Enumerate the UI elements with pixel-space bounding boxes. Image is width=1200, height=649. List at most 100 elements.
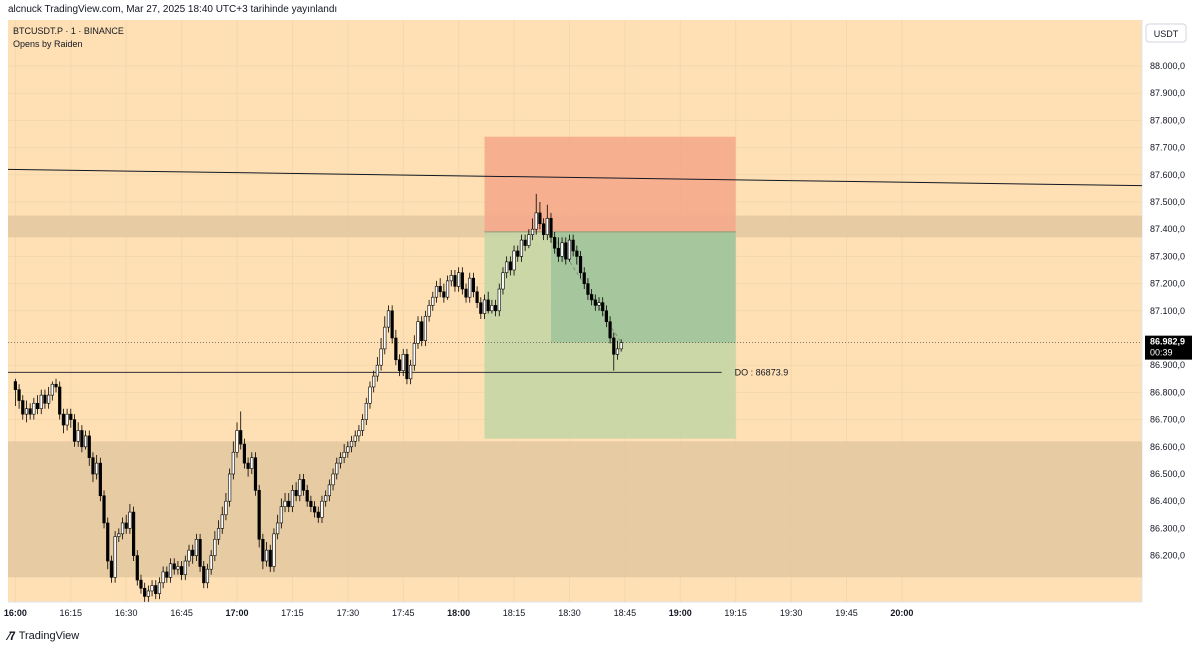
- bear-candle: [549, 212, 553, 243]
- tradingview-logo-icon: ⁄7: [8, 629, 16, 643]
- candle-body: [80, 430, 84, 448]
- candle-body: [43, 394, 47, 404]
- candle-body: [283, 500, 287, 507]
- bear-candle: [438, 278, 442, 298]
- bull-candle: [372, 370, 376, 393]
- price-tick-label: 87.700,0: [1150, 143, 1185, 153]
- bull-candle: [368, 381, 372, 409]
- bull-candle: [183, 555, 187, 581]
- bear-candle: [87, 430, 91, 466]
- candle-body: [342, 451, 346, 458]
- bull-candle: [150, 580, 154, 597]
- candle-body: [287, 500, 291, 507]
- bull-candle: [497, 283, 501, 317]
- price-tick-label: 86.300,0: [1150, 523, 1185, 533]
- bull-candle: [264, 542, 269, 567]
- candle-body: [309, 500, 313, 507]
- candle-body: [383, 326, 387, 350]
- bear-candle: [608, 316, 612, 344]
- candle-body: [416, 321, 420, 344]
- legend-indicator[interactable]: Opens by Raiden: [13, 39, 83, 49]
- candle-body: [361, 419, 365, 431]
- candle-body: [305, 490, 309, 502]
- bull-candle: [383, 316, 387, 355]
- bear-candle: [460, 267, 464, 295]
- price-tick-label: 87.100,0: [1150, 306, 1185, 316]
- candle-body: [578, 256, 583, 274]
- bull-candle: [423, 310, 427, 347]
- candle-body: [582, 272, 586, 284]
- candle-body: [268, 549, 272, 567]
- bull-candle: [445, 275, 450, 300]
- bull-candle: [619, 339, 623, 352]
- time-tick-label: 16:45: [170, 608, 193, 618]
- price-axis-background: [1142, 20, 1200, 602]
- bear-candle: [191, 544, 195, 564]
- candle-body: [364, 402, 368, 420]
- bear-candle: [180, 561, 184, 581]
- candle-body: [427, 305, 431, 317]
- bull-candle: [519, 234, 524, 262]
- bear-candle: [578, 250, 583, 279]
- candle-body: [157, 582, 162, 594]
- bull-candle: [401, 348, 405, 377]
- candle-body: [69, 413, 73, 420]
- bull-candle: [224, 493, 228, 521]
- bull-candle: [117, 528, 121, 542]
- bear-candle: [109, 555, 114, 583]
- candle-body: [191, 549, 195, 556]
- bear-candle: [124, 514, 128, 534]
- bear-candle: [198, 533, 202, 572]
- candle-body: [54, 383, 58, 388]
- price-tick-label: 86.600,0: [1150, 442, 1185, 452]
- candle-body: [113, 536, 117, 578]
- candle-body: [109, 560, 114, 578]
- candle-body: [294, 490, 298, 497]
- bull-candle: [482, 294, 487, 319]
- bull-candle: [379, 338, 383, 371]
- legend-symbol[interactable]: BTCUSDT.P · 1 · BINANCE: [13, 26, 124, 36]
- candle-body: [120, 522, 125, 535]
- short-position-tool[interactable]: [484, 136, 736, 439]
- trend-line: [7, 168, 1143, 187]
- bull-candle: [490, 299, 494, 314]
- candle-body: [486, 299, 490, 312]
- candle-body: [298, 479, 302, 497]
- price-axis[interactable]: 88.000,0 87.900,0 87.800,0 87.700,0 87.600,0…: [1145, 61, 1192, 561]
- candle-body: [542, 223, 546, 235]
- currency-button[interactable]: USDT: [1145, 23, 1187, 43]
- time-axis[interactable]: 16:00 16:15 16:30 16:45 17:00 17:15 17:30 17:45…: [4, 608, 914, 618]
- bull-candle: [338, 452, 343, 469]
- stop-loss-zone: [484, 136, 736, 232]
- bull-candle: [39, 389, 43, 415]
- candle-body: [28, 408, 32, 415]
- bull-candle: [342, 444, 346, 464]
- candle-body: [372, 375, 376, 388]
- bull-candle: [120, 517, 125, 540]
- candle-body: [501, 272, 505, 290]
- bull-candle: [416, 316, 420, 349]
- bull-candle: [412, 335, 416, 371]
- publish-header: alcnuck TradingView.com, Mar 27, 2025 18…: [8, 4, 338, 15]
- bear-candle: [257, 484, 261, 548]
- candle-body: [72, 419, 77, 442]
- footer-brand: TradingView: [18, 630, 80, 642]
- candle-body: [553, 237, 557, 249]
- candle-body: [538, 212, 542, 225]
- candle-body: [549, 218, 553, 238]
- bear-candle: [268, 544, 272, 572]
- candle-body: [290, 490, 295, 507]
- bull-candle: [276, 514, 280, 540]
- candle-body: [209, 555, 213, 570]
- bear-candle: [35, 395, 40, 415]
- currency-label: USDT: [1154, 29, 1179, 39]
- bull-candle: [320, 495, 324, 523]
- bull-candle: [209, 550, 213, 575]
- time-tick-label: 16:00: [4, 608, 27, 618]
- candle-body: [24, 408, 29, 415]
- price-tick-label: 86.400,0: [1150, 496, 1185, 506]
- candle-body: [176, 566, 180, 570]
- bull-candle: [76, 422, 80, 447]
- candle-body: [168, 563, 173, 578]
